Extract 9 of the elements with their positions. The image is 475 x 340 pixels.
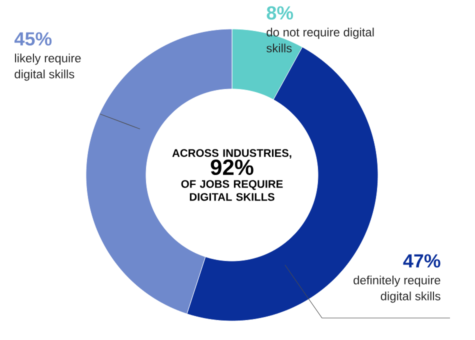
text: 92%: [210, 160, 254, 176]
data-label: 45%: [14, 32, 52, 46]
slice-label: likely require digital skills: [14, 54, 81, 81]
data-label: 8%: [266, 6, 294, 20]
text: ACROSS INDUSTRIES,: [172, 149, 292, 159]
slice-label: do not require digital skills: [266, 28, 374, 52]
slice-label: definitely require digital skills: [354, 276, 440, 303]
data-label: 47%: [403, 254, 440, 268]
text: OF JOBS REQUIRE DIGITAL SKILLS: [181, 180, 283, 201]
